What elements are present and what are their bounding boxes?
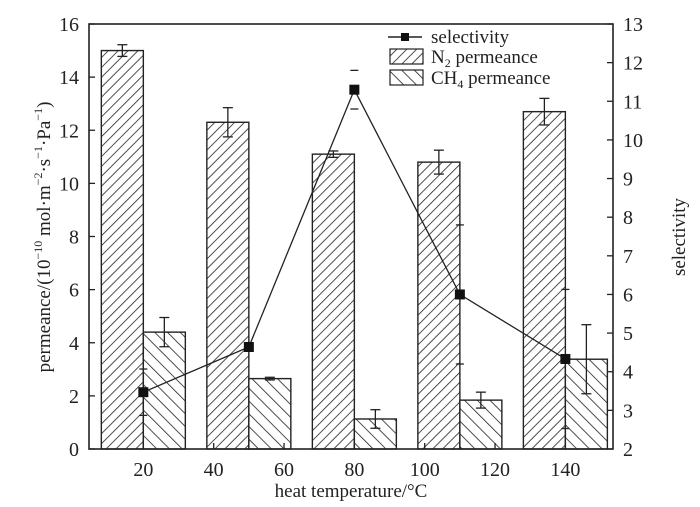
- y-axis-left: 0 2 4 6 8 10 12 14 16: [59, 14, 95, 461]
- y2-tick-label: 4: [623, 362, 633, 384]
- bar-ch4-permeance: [248, 377, 292, 450]
- legend-item-n2: N2 permeance: [389, 47, 538, 70]
- y-tick-label: 0: [69, 439, 79, 461]
- legend-selectivity-marker: [401, 33, 409, 41]
- y-tick-label: 6: [69, 280, 79, 302]
- y-axis-right: 2 3 4 5 6 7 8 9 10 11 12 13: [607, 14, 643, 461]
- y-axis-title: permeance/(10−10 mol·m−2·s−1·Pa−1): [31, 102, 55, 373]
- x-tick-label: 60: [274, 459, 294, 481]
- y2-tick-label: 12: [623, 53, 643, 75]
- selectivity-point: [560, 353, 571, 364]
- y2-axis-title: selectivity: [669, 197, 690, 276]
- bar-n2-permeance: [522, 110, 567, 450]
- y-tick-label: 16: [59, 14, 79, 36]
- legend-selectivity-label: selectivity: [431, 27, 510, 48]
- legend-ch4-swatch: [389, 69, 424, 86]
- selectivity-point: [243, 342, 254, 352]
- selectivity-point: [454, 289, 465, 300]
- x-tick-label: 20: [133, 459, 153, 481]
- y-tick-label: 12: [59, 120, 79, 142]
- selectivity-point: [138, 387, 149, 398]
- x-tick-label: 120: [480, 459, 510, 481]
- legend: selectivity N2 permeance CH4 permeance: [388, 27, 550, 91]
- y2-tick-label: 5: [623, 323, 633, 345]
- y2-tick-label: 11: [623, 91, 642, 113]
- x-tick-label: 140: [550, 459, 580, 481]
- bar-n2-permeance: [417, 161, 461, 450]
- y2-tick-label: 3: [623, 400, 633, 422]
- x-tick-label: 80: [344, 459, 364, 481]
- legend-ch4-label: CH4 permeance: [431, 68, 550, 91]
- y-tick-label: 14: [59, 67, 79, 89]
- legend-item-selectivity: selectivity: [388, 27, 510, 48]
- y2-tick-label: 2: [623, 439, 633, 461]
- y2-tick-label: 7: [623, 246, 633, 268]
- y2-tick-label: 13: [623, 14, 643, 36]
- legend-n2-label: N2 permeance: [431, 47, 538, 70]
- legend-n2-swatch: [389, 48, 424, 65]
- x-axis-title: heat temperature/°C: [275, 481, 428, 502]
- y-tick-label: 2: [69, 386, 79, 408]
- bar-n2-permeance: [311, 153, 356, 450]
- y2-tick-label: 8: [623, 207, 633, 229]
- y-tick-label: 10: [59, 173, 79, 195]
- y2-tick-label: 9: [623, 169, 633, 191]
- selectivity-point: [349, 84, 360, 95]
- x-axis: 20 40 60 80 100 120 140: [133, 443, 580, 481]
- bars-layer: [100, 44, 609, 450]
- y-tick-label: 8: [69, 227, 79, 249]
- bar-n2-permeance: [206, 121, 250, 450]
- x-tick-label: 100: [410, 459, 440, 481]
- bar-ch4-permeance: [142, 331, 187, 450]
- selectivity-layer: [138, 69, 571, 430]
- x-tick-label: 40: [204, 459, 224, 481]
- legend-item-ch4: CH4 permeance: [389, 68, 550, 91]
- bar-n2-permeance: [100, 49, 145, 450]
- y-tick-label: 4: [69, 333, 79, 355]
- y2-tick-label: 6: [623, 284, 633, 306]
- y2-tick-label: 10: [623, 130, 643, 152]
